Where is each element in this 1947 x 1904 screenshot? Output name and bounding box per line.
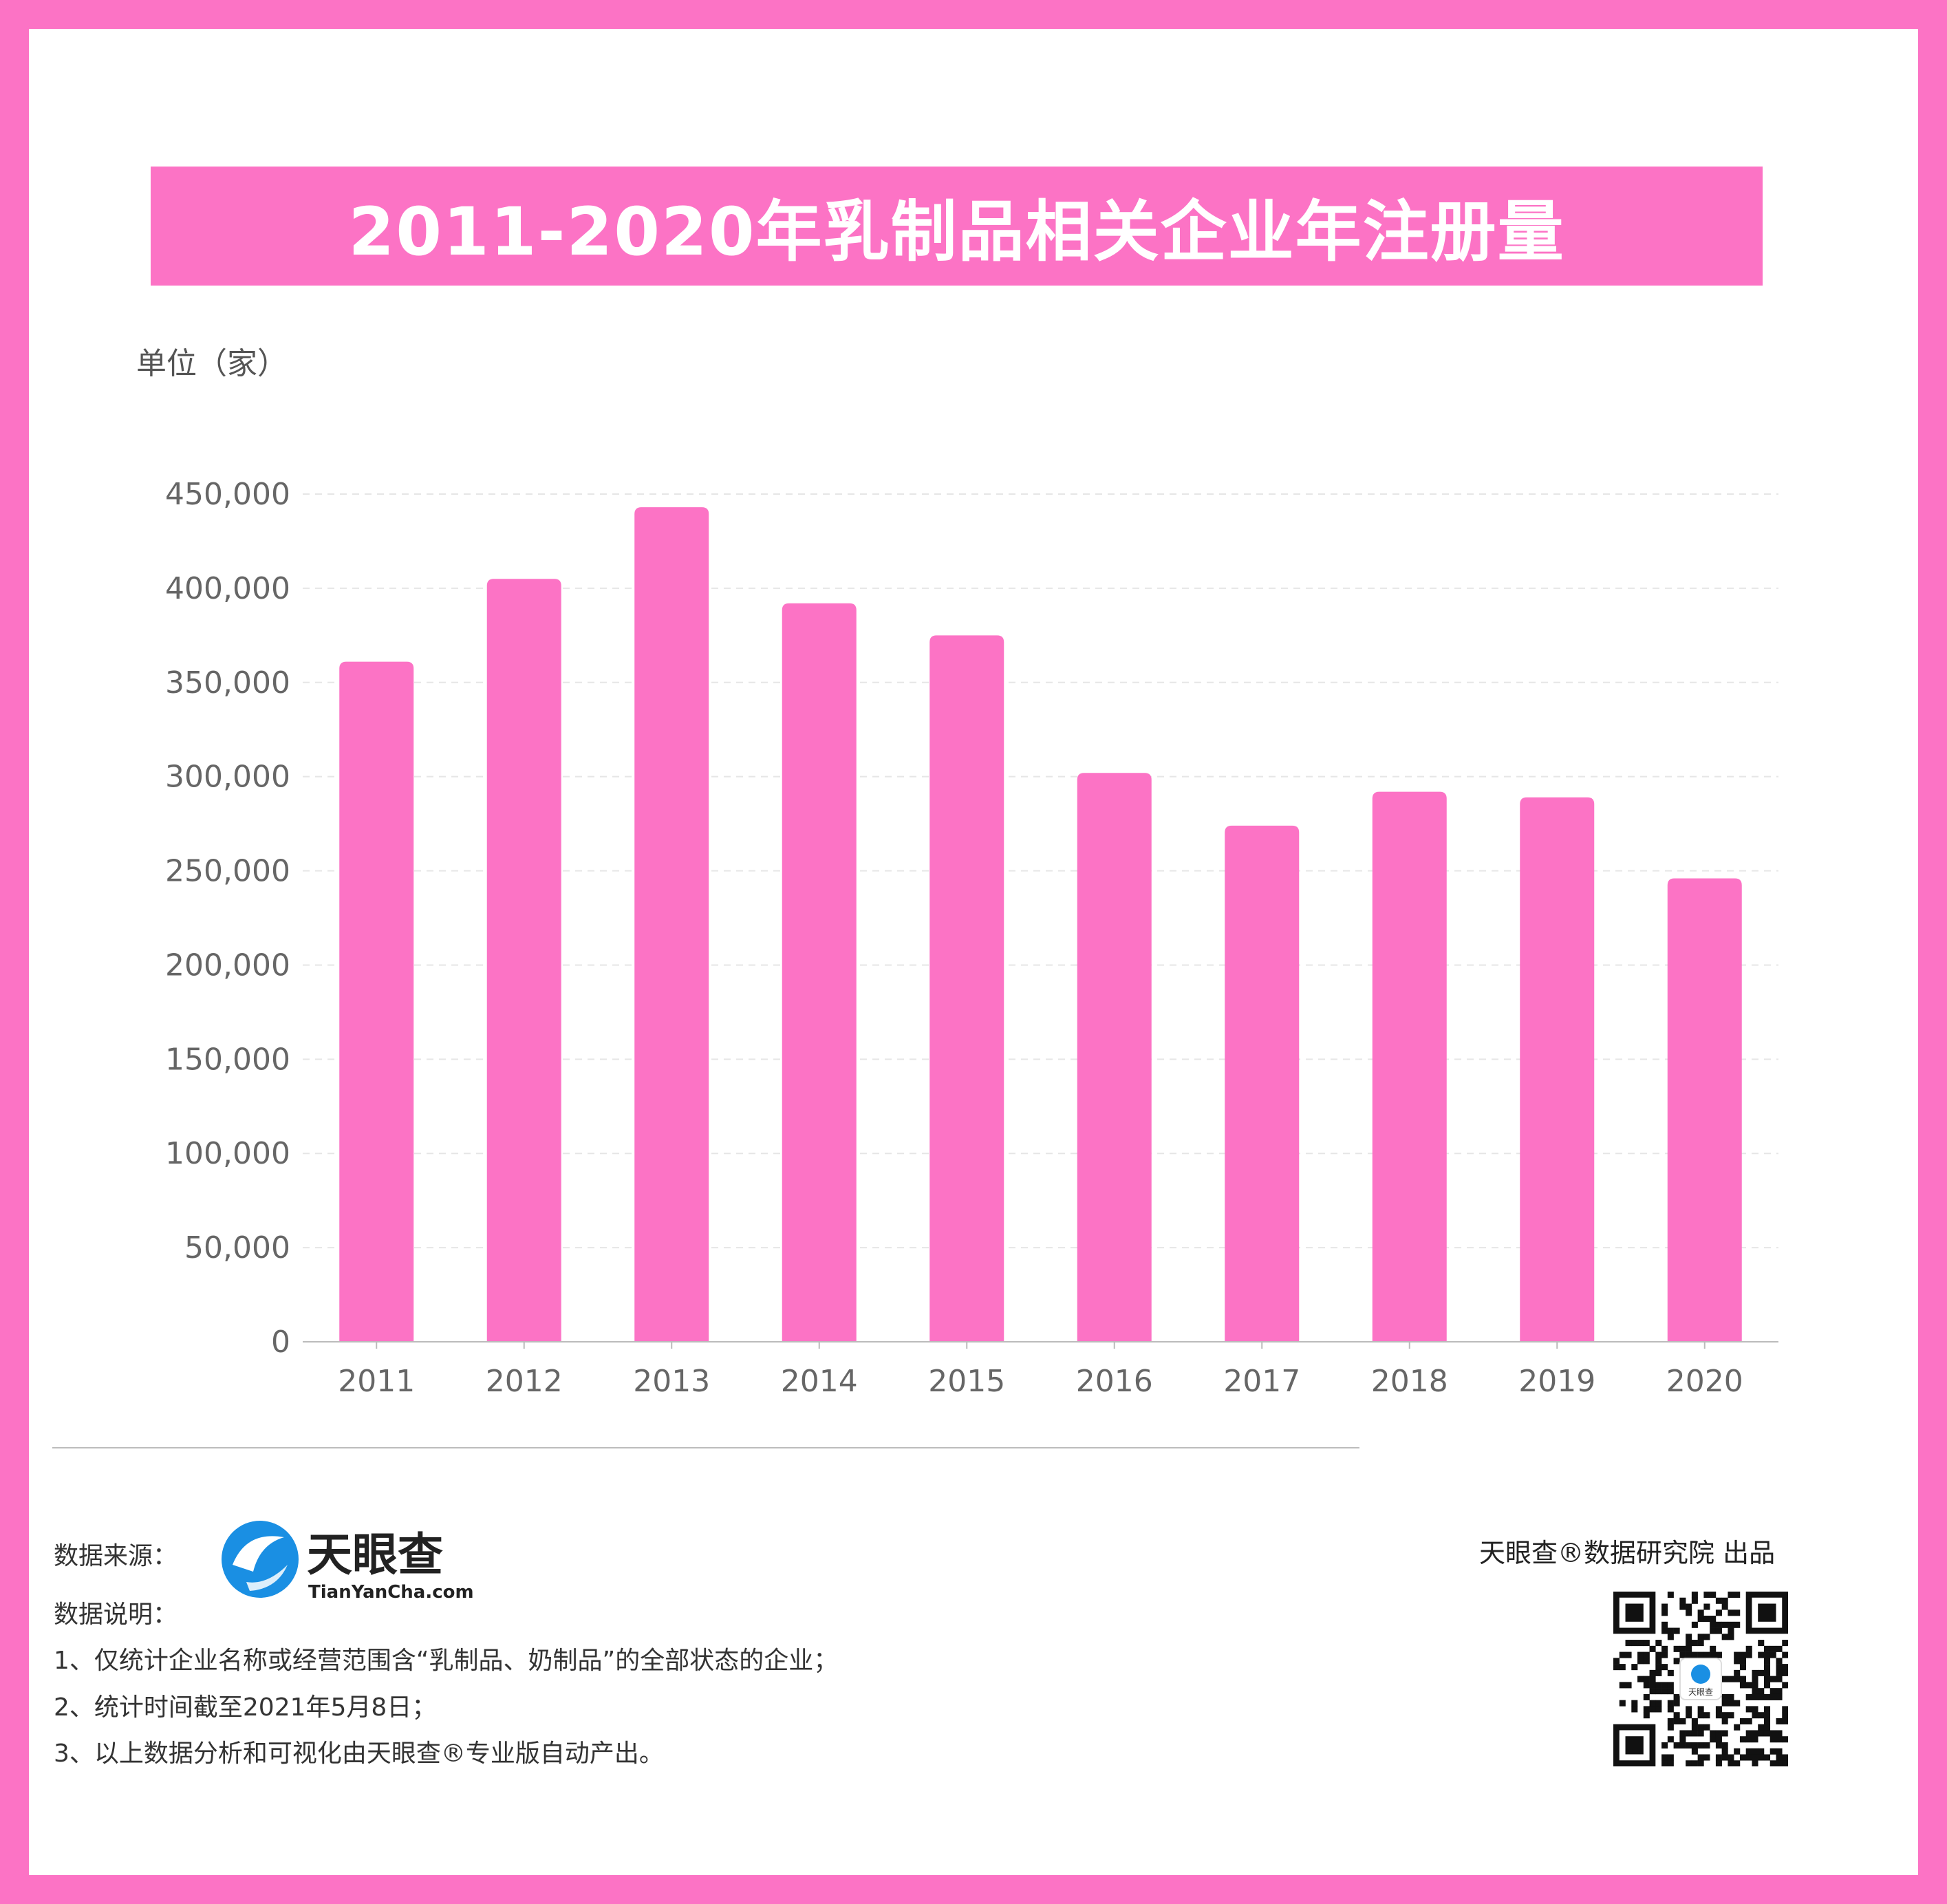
qr-caption: 天眼查 [1688,1687,1713,1697]
qr-code-icon: 天眼查 [1613,1592,1788,1766]
y-tick-label: 100,000 [165,1136,290,1171]
x-tick-labels: 2011 2012 2013 2014 2015 2016 2017 2018 2019 2020 [338,1364,1743,1399]
bar-2019 [1520,797,1595,1342]
bar-chart: 0 50,000 100,000 150,000 200,000 250,000 300,0… [165,477,1778,1399]
y-tick-label: 0 [271,1325,290,1360]
bar-2011 [339,661,414,1342]
y-tick-label: 200,000 [165,948,290,983]
x-tick-label: 2018 [1371,1364,1448,1399]
logo-domain: TianYanCha.com [308,1582,474,1603]
logo-name: 天眼查 [307,1528,443,1581]
bar-2017 [1225,825,1300,1342]
x-tick-label: 2016 [1076,1364,1153,1399]
bar-2013 [634,507,709,1342]
tianyancha-logo-icon: 天眼查 TianYanCha.com [222,1521,474,1603]
y-tick-label: 350,000 [165,665,290,700]
y-tick-label: 450,000 [165,477,290,512]
x-tick-label: 2015 [928,1364,1005,1399]
description-label: 数据说明： [54,1601,178,1629]
x-tick-label: 2012 [486,1364,563,1399]
bar-2015 [929,635,1004,1343]
note-item: 2、统计时间截至2021年5月8日； [54,1693,437,1722]
title-banner: 2011-2020年乳制品相关企业年注册量 [151,167,1763,286]
x-tick-label: 2013 [633,1364,710,1399]
unit-label: 单位（家） [136,346,288,381]
x-tick-label: 2019 [1518,1364,1595,1399]
note-item: 3、以上数据分析和可视化由天眼查®专业版自动产出。 [54,1740,664,1768]
note-item: 1、仅统计企业名称或经营范围含“乳制品、奶制品”的全部状态的企业； [54,1647,839,1675]
footer-divider [52,1447,1359,1448]
bar-2014 [782,603,857,1342]
y-tick-label: 250,000 [165,854,290,889]
bar-2020 [1667,878,1742,1342]
y-tick-label: 150,000 [165,1042,290,1077]
x-tick-label: 2011 [338,1364,415,1399]
bar-2012 [486,579,561,1343]
bar-2018 [1372,791,1447,1342]
source-label: 数据来源： [54,1542,178,1570]
axes [303,1341,1778,1349]
x-tick-label: 2017 [1223,1364,1300,1399]
chart-title: 2011-2020年乳制品相关企业年注册量 [348,193,1565,270]
publisher-credit: 天眼查®数据研究院 出品 [1479,1538,1776,1568]
y-tick-label: 400,000 [165,571,290,606]
y-tick-labels: 0 50,000 100,000 150,000 200,000 250,000 300,0… [165,477,290,1360]
y-tick-label: 300,000 [165,760,290,795]
y-tick-label: 50,000 [184,1230,290,1265]
x-tick-label: 2014 [781,1364,858,1399]
bar-2016 [1077,773,1152,1342]
x-tick-label: 2020 [1666,1364,1743,1399]
bars [339,507,1742,1343]
